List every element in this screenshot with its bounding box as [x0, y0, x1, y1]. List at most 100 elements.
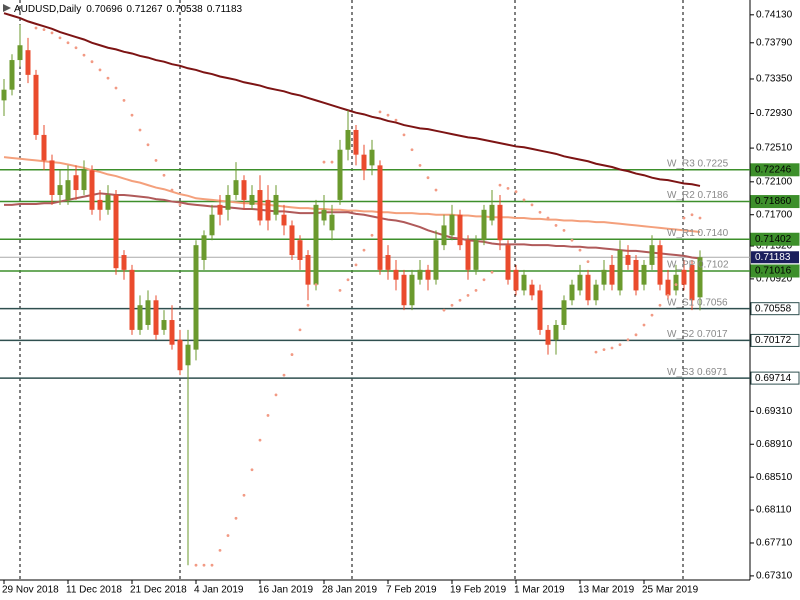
sar-dot	[498, 183, 502, 187]
sar-dot	[258, 438, 262, 442]
candle-body	[81, 170, 87, 191]
candle-body	[369, 149, 375, 166]
sar-dot	[490, 270, 494, 274]
sar-dot	[514, 190, 518, 194]
current-price-box	[751, 251, 799, 264]
sar-dot	[250, 468, 254, 472]
x-tick-label: 1 Mar 2019	[514, 585, 565, 596]
candle-body	[169, 320, 175, 345]
sar-dot	[194, 563, 198, 567]
candle-body	[321, 209, 327, 221]
candle-body	[329, 214, 335, 231]
sar-dot	[274, 393, 278, 397]
sar-dot	[226, 534, 230, 537]
candle-body	[33, 74, 39, 135]
candle-body	[625, 255, 631, 265]
sar-dot	[282, 373, 286, 377]
x-tick-label: 7 Feb 2019	[386, 585, 437, 596]
candle-body	[505, 245, 511, 280]
sar-dot	[82, 53, 86, 57]
candle-body	[297, 240, 303, 260]
price-box-label: 0.72246	[755, 164, 792, 175]
candle-body	[609, 264, 615, 285]
x-tick-label: 29 Nov 2018	[2, 585, 59, 596]
sar-dot	[354, 263, 358, 267]
y-tick-label: 0.69310	[756, 406, 793, 417]
candle-body	[393, 269, 399, 280]
candle-body	[233, 180, 239, 195]
candle-body	[457, 214, 463, 246]
y-tick-label: 0.68110	[756, 505, 792, 516]
price-box	[750, 163, 800, 177]
price-box-label: 0.71860	[755, 196, 792, 207]
y-tick-label: 0.67310	[756, 571, 793, 582]
price-box	[750, 232, 800, 246]
candle-body	[593, 284, 599, 301]
header-high: 0.71267	[126, 4, 163, 15]
candle-body	[521, 274, 527, 291]
sar-dot	[666, 293, 670, 297]
candle-body	[73, 175, 79, 191]
symbol-icon	[3, 4, 11, 12]
candle-body	[689, 264, 695, 301]
pivot-label: W_S1 0.7056	[667, 297, 728, 308]
candle-body	[17, 45, 23, 61]
candle-body	[113, 194, 119, 269]
sar-dot	[330, 160, 334, 164]
price-box	[750, 264, 800, 278]
candle-body	[225, 194, 231, 210]
candle-body	[257, 190, 263, 221]
y-tick-label: 0.67710	[756, 538, 793, 549]
sar-dot	[602, 348, 606, 352]
sar-dot	[634, 333, 638, 337]
sar-dot	[146, 143, 150, 147]
sar-dot	[378, 110, 382, 114]
candle-body	[361, 154, 367, 171]
sar-dot	[170, 188, 174, 192]
moving-average	[4, 192, 701, 260]
candle-body	[449, 214, 455, 236]
header: AUDUSD,Daily 0.70696 0.71267 0.70538 0.71183	[14, 4, 243, 15]
candle-body	[353, 129, 359, 155]
candle-body	[305, 255, 311, 285]
candle-body	[601, 269, 607, 285]
y-tick-label: 0.70920	[756, 274, 793, 285]
candle-body	[153, 300, 159, 335]
sar-dot	[306, 303, 310, 307]
price-box	[750, 302, 800, 316]
candle-body	[89, 170, 95, 210]
sar-dot	[650, 313, 654, 317]
candle-body	[177, 339, 183, 371]
x-tick-label: 16 Jan 2019	[258, 585, 313, 596]
x-tick-label: 11 Dec 2018	[66, 585, 122, 596]
candle-body	[441, 225, 447, 246]
sar-dot	[394, 118, 398, 122]
candle-body	[561, 300, 567, 325]
candle-body	[273, 194, 279, 215]
sar-dot	[74, 46, 78, 50]
candle-body	[185, 344, 191, 366]
sar-dot	[266, 414, 270, 417]
y-tick-label: 0.74130	[756, 9, 793, 20]
sar-dot	[106, 76, 110, 80]
sar-dot	[66, 41, 70, 45]
candle-body	[217, 204, 223, 215]
candle-body	[617, 250, 623, 291]
candle-body	[497, 204, 503, 241]
sar-dot	[554, 224, 558, 227]
candle-body	[41, 134, 47, 161]
candle-body	[161, 320, 167, 330]
header-low: 0.70538	[167, 4, 204, 15]
candle-body	[465, 240, 471, 270]
sar-dot	[50, 31, 54, 35]
sar-dot	[322, 160, 326, 164]
candle-body	[337, 149, 343, 200]
y-tick-label: 0.71700	[756, 209, 793, 220]
candle-body	[265, 199, 271, 221]
candle-body	[409, 274, 415, 306]
candle-body	[401, 274, 407, 306]
candle-body	[537, 290, 543, 330]
header-open: 0.70696	[86, 4, 123, 15]
